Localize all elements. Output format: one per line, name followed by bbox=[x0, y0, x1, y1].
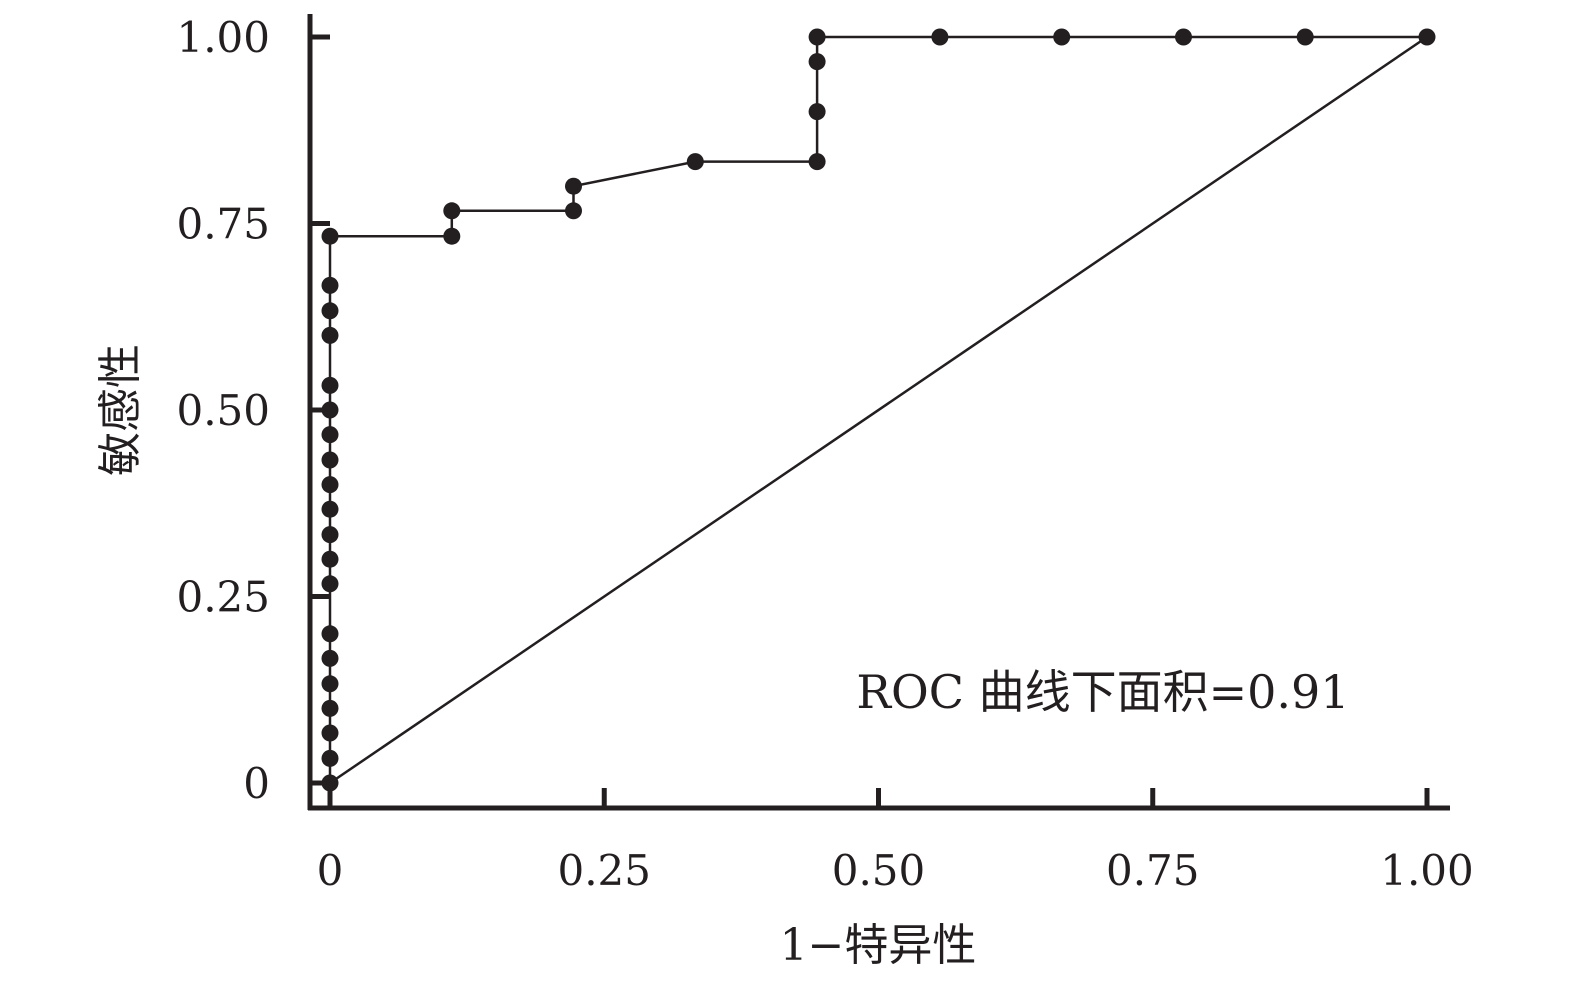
roc-point bbox=[321, 649, 339, 667]
roc-point bbox=[321, 625, 339, 643]
roc-point bbox=[931, 28, 949, 46]
roc-point bbox=[321, 526, 339, 544]
roc-point bbox=[808, 103, 826, 121]
reference-diagonal-line bbox=[329, 35, 1428, 785]
x-tick-label: 0.25 bbox=[557, 846, 651, 895]
x-tick-label: 1.00 bbox=[1380, 846, 1474, 895]
y-axis-title: 敏感性 bbox=[95, 344, 146, 476]
roc-point bbox=[443, 202, 461, 220]
roc-point bbox=[1296, 28, 1314, 46]
roc-point bbox=[321, 276, 339, 294]
text-layer: ROC 曲线下面积=0.91 1−特异性 敏感性 bbox=[95, 344, 1350, 971]
x-tick-label: 0 bbox=[317, 846, 344, 895]
roc-point bbox=[321, 699, 339, 717]
roc-point bbox=[321, 675, 339, 693]
roc-point bbox=[321, 426, 339, 444]
roc-point bbox=[321, 476, 339, 494]
roc-point bbox=[565, 202, 582, 220]
x-axis-title: 1−特异性 bbox=[780, 920, 977, 971]
roc-point bbox=[321, 575, 339, 593]
roc-point bbox=[443, 227, 461, 245]
roc-point bbox=[808, 153, 826, 171]
roc-point bbox=[321, 376, 339, 394]
roc-point bbox=[565, 177, 582, 195]
roc-curve-layer bbox=[328, 35, 1427, 783]
roc-point bbox=[321, 451, 339, 469]
x-tick-label: 0.50 bbox=[832, 846, 926, 895]
roc-point bbox=[321, 550, 339, 568]
y-tick-label: 0 bbox=[243, 759, 270, 808]
roc-point bbox=[321, 227, 339, 245]
roc-point bbox=[808, 28, 826, 46]
auc-annotation: ROC 曲线下面积=0.91 bbox=[856, 665, 1349, 719]
roc-point bbox=[321, 724, 339, 742]
roc-points-layer bbox=[321, 28, 1436, 792]
roc-point bbox=[1053, 28, 1071, 46]
roc-point bbox=[321, 326, 339, 344]
y-tick-label: 1.00 bbox=[176, 13, 270, 62]
reference-layer bbox=[329, 35, 1428, 785]
roc-curve-line bbox=[328, 35, 1427, 783]
axes-layer: 0 0.25 0.50 0.75 1.00 0 0.25 0.50 0.75 1.00 bbox=[176, 13, 1473, 895]
roc-point bbox=[808, 53, 826, 71]
roc-point bbox=[321, 500, 339, 518]
y-tick-label: 0.25 bbox=[176, 573, 270, 622]
roc-point bbox=[321, 749, 339, 767]
roc-point bbox=[321, 302, 339, 320]
y-tick-label: 0.75 bbox=[176, 200, 270, 249]
x-tick-label: 0.75 bbox=[1106, 846, 1200, 895]
y-tick-label: 0.50 bbox=[176, 386, 270, 435]
roc-point bbox=[686, 153, 704, 171]
roc-point bbox=[1418, 28, 1436, 46]
roc-point bbox=[1175, 28, 1192, 46]
